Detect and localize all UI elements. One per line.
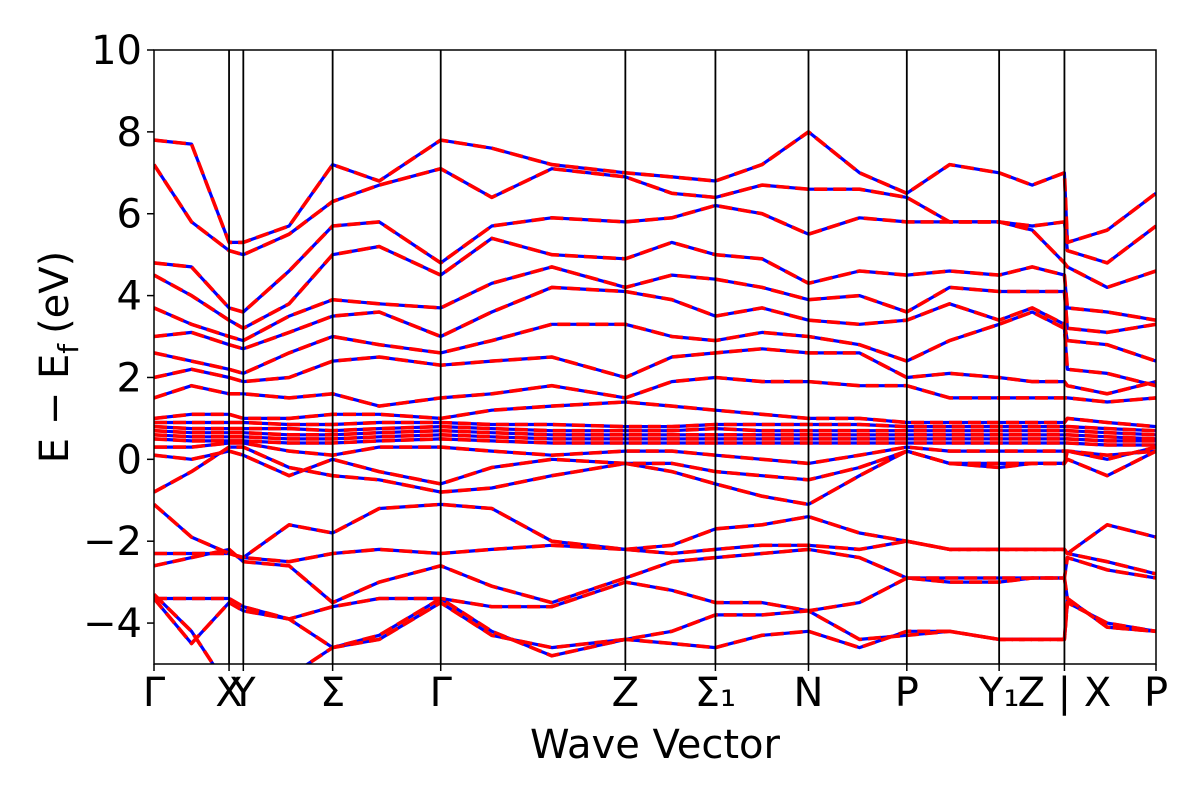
y-tick-label-4: 4 <box>117 274 142 320</box>
band-line-fitted-15 <box>154 441 1156 466</box>
x-tick-label-10: Z | X <box>1018 670 1112 716</box>
band-line-fitted-2 <box>154 203 1156 314</box>
band-line-fitted-5 <box>154 285 1156 363</box>
band-line-fitted-18 <box>154 502 1156 560</box>
svg-text:E − Ef(eV): E − Ef (eV) <box>32 251 85 464</box>
y-axis-label-main: E − E <box>32 354 78 464</box>
x-tick-label-0: Γ <box>143 670 166 716</box>
x-tick-label-3: Σ <box>320 670 345 716</box>
band-line-fitted-9 <box>154 400 1156 429</box>
x-axis: Γ XY Σ Γ Z Σ₁ N P Y₁Z | X P <box>143 664 1168 716</box>
x-tick-label-5: Z <box>612 670 639 716</box>
y-tick-label-2: 0 <box>117 437 142 483</box>
y-tick-label-5: 6 <box>117 192 142 238</box>
band-line-fitted-19 <box>154 539 1156 576</box>
y-tick-label-1: −2 <box>83 519 142 565</box>
x-tick-label-1: X <box>215 670 242 716</box>
y-tick-label-3: 2 <box>117 355 142 401</box>
y-axis: −4 −2 0 2 4 6 8 10 <box>83 28 154 647</box>
x-tick-label-9: Y₁ <box>978 670 1019 716</box>
band-line-fitted-10 <box>154 420 1156 433</box>
y-axis-label-subscript: f <box>52 343 85 354</box>
band-line-fitted-4 <box>154 265 1156 343</box>
band-line-fitted-3 <box>154 236 1156 331</box>
band-line-fitted-23 <box>154 593 1156 664</box>
band-line-fitted-7 <box>154 347 1156 396</box>
band-line-fitted-8 <box>154 375 1156 408</box>
x-tick-label-4: Γ <box>430 670 453 716</box>
y-tick-label-7: 10 <box>91 28 142 74</box>
x-tick-label-8: P <box>895 670 919 716</box>
band-line-fitted-13 <box>154 433 1156 443</box>
band-line-fitted-20 <box>154 547 1156 605</box>
y-axis-label: E − Ef (eV) <box>32 251 85 464</box>
x-tick-label-2: Y <box>230 670 256 716</box>
y-tick-label-0: −4 <box>83 601 142 647</box>
x-axis-label: Wave Vector <box>530 722 781 768</box>
x-tick-label-6: Σ₁ <box>695 670 736 716</box>
band-line-fitted-12 <box>154 428 1156 441</box>
band-line-fitted-6 <box>154 310 1156 388</box>
band-line-fitted-1 <box>154 163 1156 265</box>
plot-frame <box>153 49 1157 665</box>
band-line-fitted-14 <box>154 437 1156 447</box>
x-tick-label-7: N <box>794 670 824 716</box>
x-tick-label-11: P <box>1144 670 1168 716</box>
band-line-fitted-11 <box>154 424 1156 437</box>
band-line-fitted-16 <box>154 449 1156 486</box>
band-line-fitted-22 <box>154 597 1156 650</box>
band-line-fitted-0 <box>154 130 1156 245</box>
y-axis-label-unit: (eV) <box>32 251 78 334</box>
high-symmetry-lines <box>228 50 1066 664</box>
y-tick-label-6: 8 <box>117 110 142 156</box>
bands-layer <box>154 130 1156 664</box>
band-line-fitted-21 <box>154 576 1156 634</box>
band-line-fitted-17 <box>154 445 1156 507</box>
